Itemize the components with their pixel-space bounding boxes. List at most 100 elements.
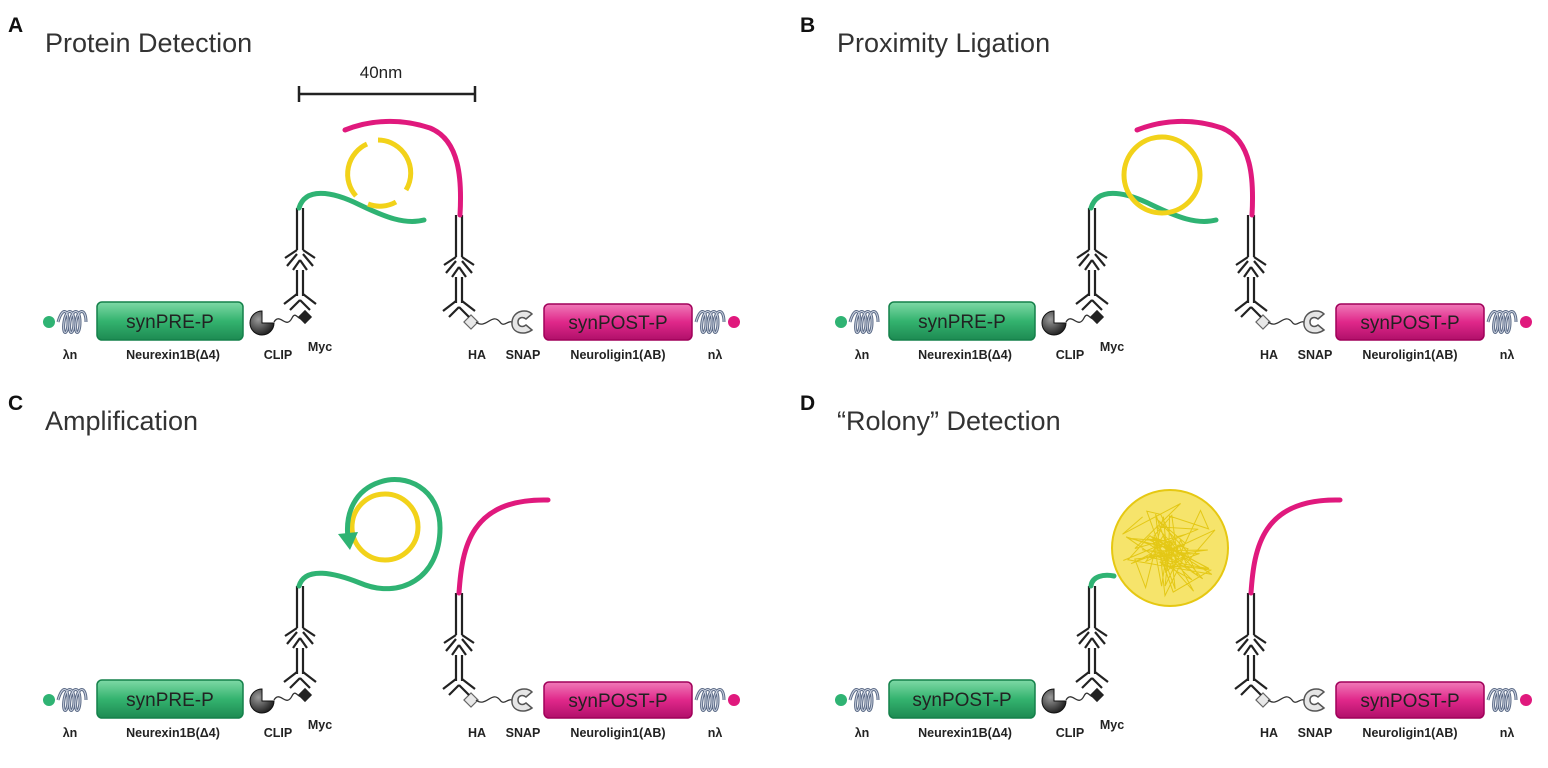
clip-label: CLIP — [264, 726, 292, 740]
pre-lambda-spring — [56, 688, 88, 712]
clip-tag-icon — [1041, 688, 1067, 714]
myc-label: Myc — [1100, 340, 1124, 354]
clip-tag-icon — [249, 310, 275, 336]
post-terminal-dot — [728, 316, 740, 328]
panel-letter: B — [800, 14, 815, 37]
ha-label: HA — [468, 348, 486, 362]
myc-label: Myc — [1100, 718, 1124, 732]
rolony-scribble — [1122, 503, 1216, 598]
panel-c: C Amplification synPRE-P synPOST-P λn Neurexi… — [8, 392, 740, 740]
neuroligin-label: Neuroligin1(AB) — [1362, 348, 1457, 362]
snap-label: SNAP — [1298, 726, 1333, 740]
clip-label: CLIP — [1056, 726, 1084, 740]
lambda-left-label: λn — [855, 348, 870, 362]
ha-label: HA — [1260, 348, 1278, 362]
pre-box-label: synPRE-P — [918, 312, 1006, 333]
snap-tag-icon — [1303, 310, 1325, 334]
pre-terminal-dot — [43, 694, 55, 706]
post-terminal-dot — [1520, 316, 1532, 328]
post-linker — [475, 318, 513, 325]
snap-label: SNAP — [506, 348, 541, 362]
myc-label: Myc — [308, 718, 332, 732]
pre-lambda-spring — [56, 310, 88, 334]
myc-tag-icon — [297, 687, 313, 703]
post-oligo-strand — [456, 497, 551, 596]
lambda-right-label: nλ — [1500, 726, 1515, 740]
post-synapse-box — [1335, 681, 1485, 719]
ligated-circle — [1121, 134, 1203, 216]
panel-letter: A — [8, 14, 23, 37]
post-linker — [475, 696, 513, 703]
rca-product-strand — [296, 476, 443, 592]
anti-ha-antibody — [1233, 591, 1269, 697]
padlock-circle-left-arc — [345, 141, 369, 198]
neurexin-label: Neurexin1B(Δ4) — [126, 726, 220, 740]
pre-lambda-spring — [848, 310, 880, 334]
neuroligin-label: Neuroligin1(AB) — [570, 726, 665, 740]
pre-terminal-dot — [43, 316, 55, 328]
panel-letter: D — [800, 392, 815, 415]
pre-oligo-strand — [296, 190, 427, 225]
anti-ha-antibody — [441, 591, 477, 697]
anti-myc-antibody — [1074, 206, 1110, 312]
rca-arrowhead-icon — [338, 532, 358, 550]
scale-bar-label: 40nm — [360, 63, 403, 82]
pre-synapse-box — [888, 679, 1036, 719]
lambda-left-label: λn — [63, 726, 78, 740]
pre-lambda-spring — [848, 688, 880, 712]
neurexin-label: Neurexin1B(Δ4) — [126, 348, 220, 362]
post-lambda-spring — [1486, 688, 1518, 712]
ha-tag-icon — [1255, 692, 1271, 708]
panel-title: Protein Detection — [45, 28, 252, 58]
lambda-left-label: λn — [63, 348, 78, 362]
post-box-label: synPOST-P — [1360, 691, 1459, 712]
pre-box-label: synPRE-P — [126, 690, 214, 711]
ha-tag-icon — [463, 314, 479, 330]
lambda-left-label: λn — [855, 726, 870, 740]
lambda-right-label: nλ — [1500, 348, 1515, 362]
panel-d: D “Rolony” Detection synPOST-P synPOST-P λn N… — [800, 392, 1532, 740]
post-terminal-dot — [1520, 694, 1532, 706]
post-linker — [1267, 696, 1305, 703]
pre-synapse-box — [888, 301, 1036, 341]
ha-tag-icon — [463, 692, 479, 708]
post-synapse-box — [543, 681, 693, 719]
post-oligo-strand — [1134, 119, 1256, 218]
padlock-circle-right-arc — [377, 137, 414, 192]
panel-title: Amplification — [45, 406, 198, 436]
anti-myc-antibody — [1074, 584, 1110, 690]
pre-oligo-strand — [1088, 572, 1117, 589]
neuroligin-label: Neuroligin1(AB) — [570, 348, 665, 362]
post-lambda-spring — [694, 310, 726, 334]
rolony-ball — [1111, 489, 1229, 607]
panel-title: “Rolony” Detection — [837, 406, 1061, 436]
padlock-circle-bottom-arc — [367, 199, 398, 209]
post-synapse-box — [1335, 303, 1485, 341]
post-terminal-dot — [728, 694, 740, 706]
post-lambda-spring — [1486, 310, 1518, 334]
ha-label: HA — [1260, 726, 1278, 740]
anti-ha-antibody — [441, 213, 477, 319]
pre-synapse-box — [96, 301, 244, 341]
lambda-right-label: nλ — [708, 348, 723, 362]
pre-oligo-strand — [1088, 190, 1219, 225]
ha-tag-icon — [1255, 314, 1271, 330]
myc-tag-icon — [1089, 309, 1105, 325]
post-lambda-spring — [694, 688, 726, 712]
lambda-right-label: nλ — [708, 726, 723, 740]
anti-myc-antibody — [282, 584, 318, 690]
post-oligo-strand — [342, 119, 464, 218]
snap-tag-icon — [511, 688, 533, 712]
snap-label: SNAP — [506, 726, 541, 740]
post-linker — [1267, 318, 1305, 325]
post-oligo-strand — [1248, 497, 1343, 596]
pre-box-label: synPOST-P — [912, 690, 1011, 711]
neuroligin-label: Neuroligin1(AB) — [1362, 726, 1457, 740]
myc-label: Myc — [308, 340, 332, 354]
neurexin-label: Neurexin1B(Δ4) — [918, 726, 1012, 740]
anti-myc-antibody — [282, 206, 318, 312]
anti-ha-antibody — [1233, 213, 1269, 319]
pre-terminal-dot — [835, 316, 847, 328]
neurexin-label: Neurexin1B(Δ4) — [918, 348, 1012, 362]
